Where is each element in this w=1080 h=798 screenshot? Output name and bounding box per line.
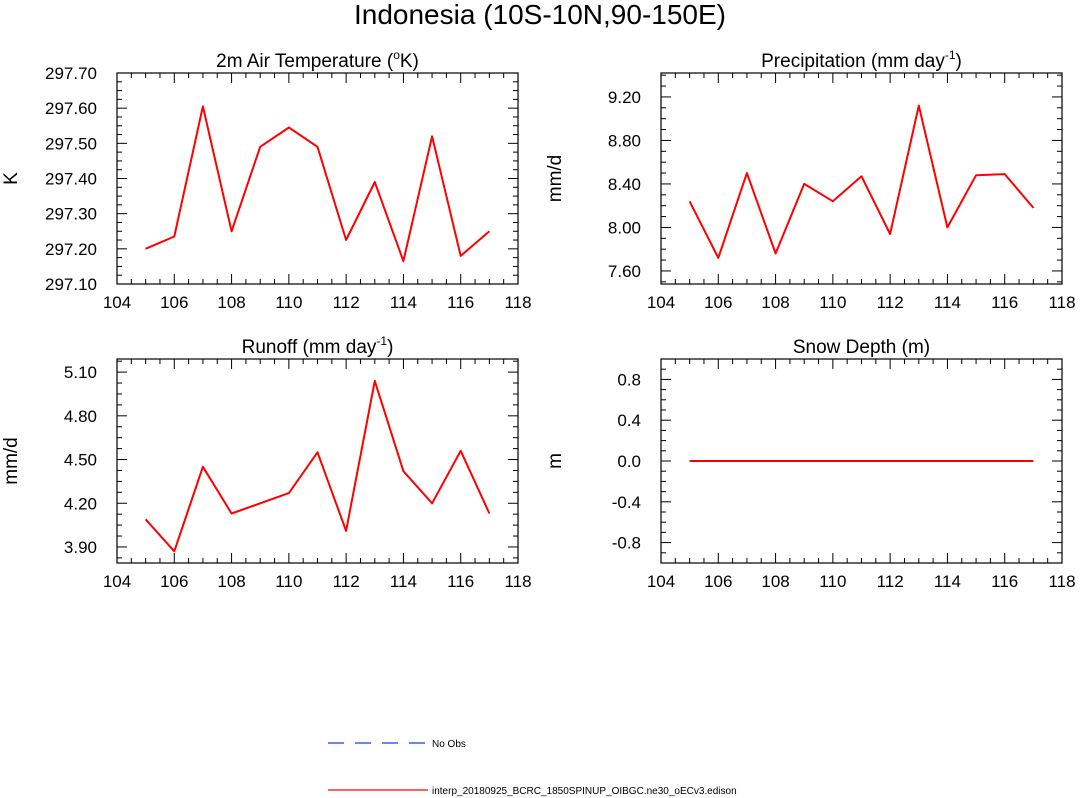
x-tick-label: 116 — [991, 293, 1018, 312]
x-tick-label: 108 — [761, 572, 789, 591]
y-tick-label: 4.80 — [64, 407, 97, 426]
x-tick-label: 110 — [275, 572, 302, 591]
y-axis-label: mm/d — [1, 437, 22, 485]
y-tick-label: -0.4 — [612, 493, 641, 512]
x-tick-label: 106 — [160, 293, 188, 312]
panel-4: Snow Depth (m) m 104 106 108 110 112 114 116 118 -… — [545, 337, 1076, 591]
y-axis-label: m — [545, 453, 566, 469]
x-tick-label: 114 — [390, 572, 417, 591]
x-tick-label: 108 — [217, 293, 245, 312]
legend-label: No Obs — [432, 739, 466, 750]
panel-title: Snow Depth (m) — [793, 337, 930, 358]
plot-frame — [116, 72, 519, 285]
x-tick-label: 112 — [333, 572, 360, 591]
panel-2: Precipitation (mm day-1) mm/d 104 106 108 110… — [545, 48, 1076, 312]
y-tick-label: 0.4 — [617, 411, 641, 430]
y-tick-label: 297.30 — [45, 205, 97, 224]
y-tick-label: 0.0 — [617, 452, 641, 471]
y-tick-label: 8.40 — [608, 175, 641, 194]
x-tick-label: 114 — [934, 572, 961, 591]
y-axis-label: K — [1, 172, 22, 185]
y-tick-label: 297.20 — [45, 240, 97, 259]
x-tick-label: 106 — [704, 572, 732, 591]
y-tick-label: 297.10 — [45, 275, 97, 294]
x-tick-label: 104 — [103, 572, 131, 591]
panel-title: Runoff (mm day-1) — [242, 334, 394, 358]
x-tick-label: 116 — [447, 293, 474, 312]
panel-title: Precipitation (mm day-1) — [761, 48, 962, 72]
y-tick-label: 8.00 — [608, 218, 641, 237]
series-line — [688, 104, 1035, 259]
y-tick-label: 297.60 — [45, 99, 97, 118]
y-tick-label: 5.10 — [64, 363, 97, 382]
y-tick-label: 8.80 — [608, 131, 641, 150]
legend-item: No Obs — [328, 739, 466, 750]
y-tick-label: 4.20 — [64, 494, 97, 513]
y-tick-label: 7.60 — [608, 262, 641, 281]
x-tick-label: 116 — [991, 572, 1018, 591]
x-tick-label: 118 — [504, 293, 531, 312]
panel-3: Runoff (mm day-1) mm/d 104 106 108 110 112 114 1… — [1, 334, 532, 591]
series-line — [144, 379, 491, 553]
panel-1: 2m Air Temperature (oK) K 104 106 108 110 112 1… — [1, 48, 532, 312]
x-tick-label: 118 — [1048, 293, 1075, 312]
x-tick-label: 108 — [217, 572, 245, 591]
figure-title: Indonesia (10S-10N,90-150E) — [354, 0, 726, 30]
x-tick-label: 106 — [160, 572, 188, 591]
x-tick-label: 112 — [333, 293, 360, 312]
y-tick-label: -0.8 — [612, 534, 641, 553]
y-tick-label: 9.20 — [608, 88, 641, 107]
y-tick-label: 297.40 — [45, 170, 97, 189]
x-tick-label: 110 — [819, 293, 846, 312]
panel-title: 2m Air Temperature (oK) — [216, 48, 419, 72]
panels: 2m Air Temperature (oK) K 104 106 108 110 112 1… — [1, 48, 1076, 591]
series-line — [145, 105, 491, 263]
x-tick-label: 110 — [275, 293, 302, 312]
y-axis-label: mm/d — [545, 155, 566, 203]
x-tick-label: 106 — [704, 293, 732, 312]
legend: No Obs interp_20180925_BCRC_1850SPINUP_OI… — [328, 739, 737, 797]
x-tick-label: 108 — [761, 293, 789, 312]
x-tick-label: 118 — [504, 572, 531, 591]
x-tick-label: 104 — [647, 572, 675, 591]
x-tick-label: 112 — [877, 293, 904, 312]
x-tick-label: 110 — [819, 572, 846, 591]
x-tick-label: 104 — [103, 293, 131, 312]
y-tick-label: 0.8 — [617, 370, 641, 389]
x-tick-label: 114 — [934, 293, 961, 312]
legend-item: interp_20180925_BCRC_1850SPINUP_OIBGC.ne… — [328, 786, 737, 797]
y-tick-label: 297.50 — [45, 134, 97, 153]
x-tick-label: 104 — [647, 293, 675, 312]
plot-frame — [116, 358, 519, 564]
x-tick-label: 118 — [1048, 572, 1075, 591]
y-tick-label: 3.90 — [64, 538, 97, 557]
x-tick-label: 116 — [447, 572, 474, 591]
x-tick-label: 114 — [390, 293, 417, 312]
y-tick-label: 4.50 — [64, 451, 97, 470]
legend-label: interp_20180925_BCRC_1850SPINUP_OIBGC.ne… — [432, 786, 737, 797]
y-tick-label: 297.70 — [45, 64, 97, 83]
x-tick-label: 112 — [877, 572, 904, 591]
